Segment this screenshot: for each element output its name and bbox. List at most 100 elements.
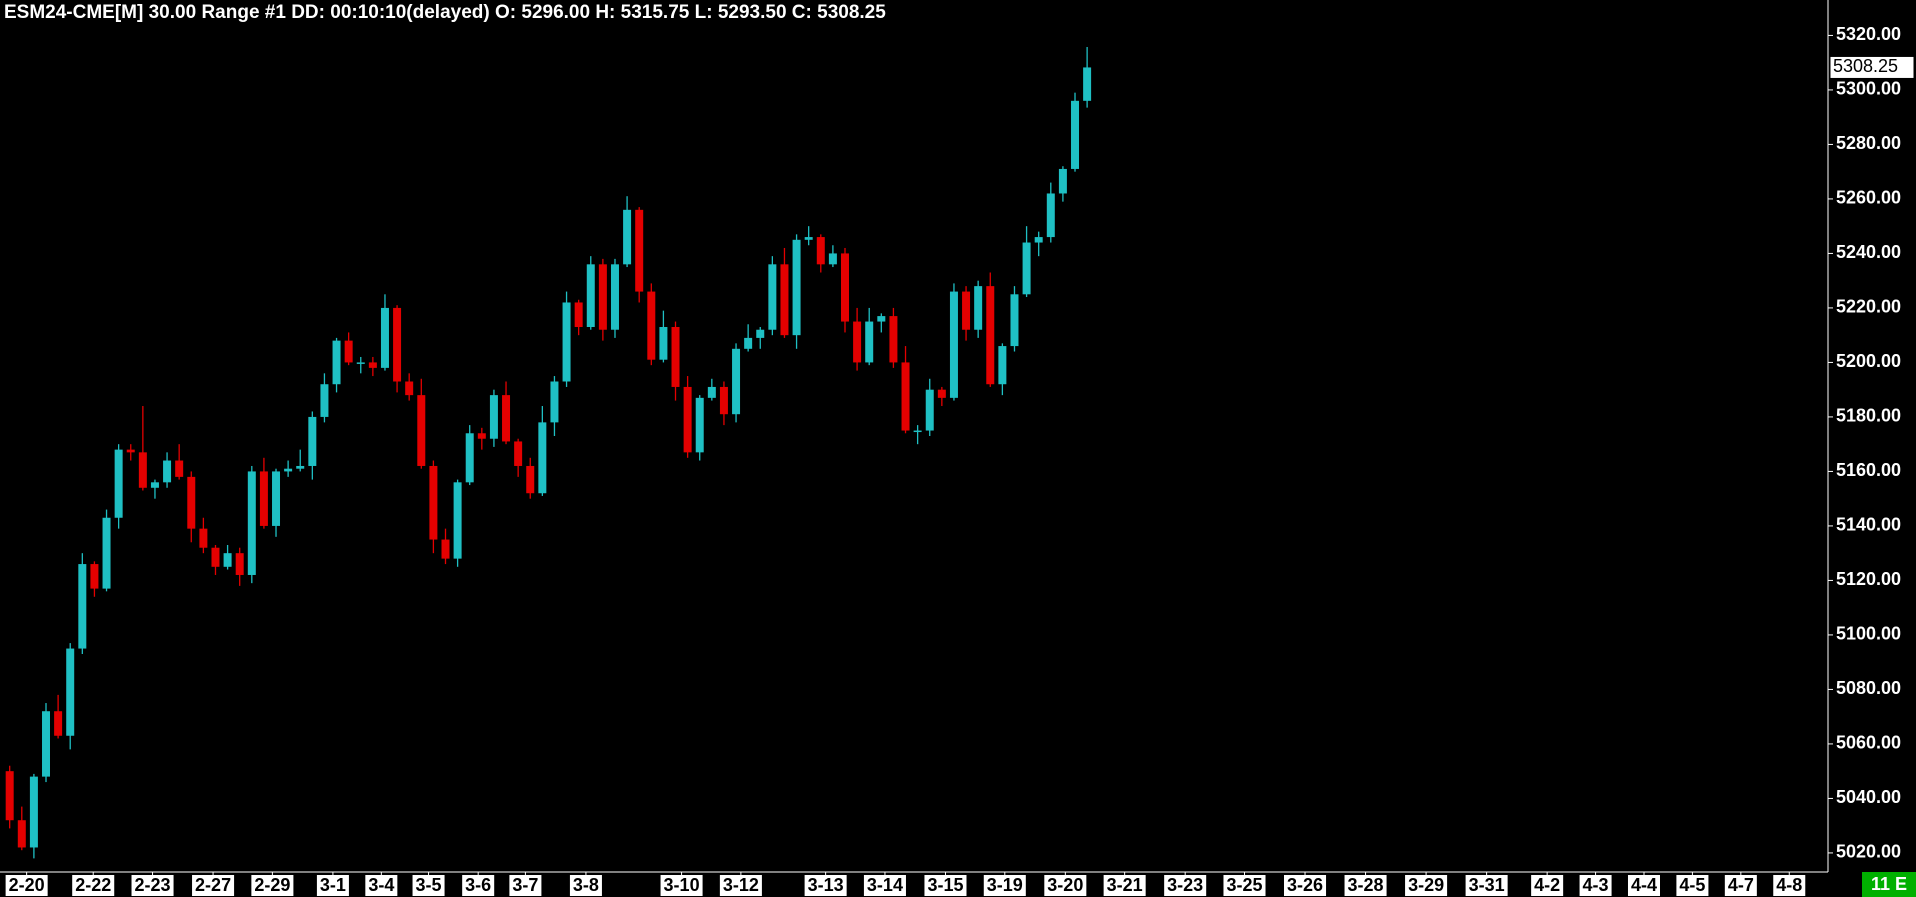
candle-body bbox=[235, 553, 244, 575]
candle-body bbox=[441, 539, 450, 559]
candle-body bbox=[792, 239, 801, 336]
candle-body bbox=[175, 460, 184, 477]
candle-body bbox=[756, 329, 765, 338]
candles bbox=[5, 47, 1092, 859]
candle-body bbox=[163, 460, 172, 483]
candle-body bbox=[574, 302, 583, 327]
candle-body bbox=[514, 441, 523, 466]
x-tick-label: 3-15 bbox=[927, 875, 963, 895]
x-tick-label: 3-4 bbox=[368, 875, 394, 895]
x-tick-label-bg bbox=[804, 875, 847, 896]
candle-body bbox=[949, 291, 958, 398]
candle-body bbox=[344, 340, 353, 363]
x-tick-label-bg bbox=[509, 875, 542, 896]
candle-body bbox=[889, 316, 898, 363]
candle-body bbox=[465, 433, 474, 483]
candle-body bbox=[562, 302, 571, 382]
x-tick-label: 3-10 bbox=[664, 875, 700, 895]
candle-body bbox=[635, 209, 644, 292]
last-price-box bbox=[1829, 55, 1915, 79]
candle-body bbox=[17, 820, 26, 848]
x-tick-label: 3-13 bbox=[808, 875, 844, 895]
y-tick-label: 5120.00 bbox=[1836, 569, 1901, 589]
y-tick-label: 5060.00 bbox=[1836, 733, 1901, 753]
candle-body bbox=[1022, 242, 1031, 295]
x-tick-label-bg bbox=[1579, 875, 1612, 896]
candle-body bbox=[477, 433, 486, 439]
candle-body bbox=[816, 237, 825, 265]
y-tick-label: 5300.00 bbox=[1836, 79, 1901, 99]
x-tick-label: 4-4 bbox=[1631, 875, 1657, 895]
candle-body bbox=[538, 422, 547, 494]
candle-body bbox=[393, 307, 402, 382]
axes: 5020.00 5040.00 5060.00 5080.00 5100.00 5120.… bbox=[5, 24, 1915, 896]
candle-body bbox=[986, 286, 995, 385]
x-tick-label-bg bbox=[924, 875, 967, 896]
x-tick-label: 4-8 bbox=[1776, 875, 1802, 895]
candle-body bbox=[610, 264, 619, 330]
candle-body bbox=[671, 327, 680, 387]
candle-body bbox=[114, 449, 123, 518]
x-tick-label: 3-6 bbox=[465, 875, 491, 895]
candle-body bbox=[284, 468, 293, 472]
x-tick-label: 3-7 bbox=[512, 875, 538, 895]
x-tick-label-bg bbox=[72, 875, 115, 896]
x-tick-label: 3-12 bbox=[723, 875, 759, 895]
candle-body bbox=[768, 264, 777, 330]
candle-body bbox=[526, 465, 535, 494]
y-tick-label: 5020.00 bbox=[1836, 842, 1901, 862]
candle-body bbox=[901, 362, 910, 431]
last-price-label: 5308.25 bbox=[1833, 56, 1898, 76]
x-tick-label-bg bbox=[192, 875, 235, 896]
candle-body bbox=[1010, 294, 1019, 347]
candle-body bbox=[647, 291, 656, 360]
x-tick-label-bg bbox=[1531, 875, 1564, 896]
candle-body bbox=[804, 237, 813, 240]
candle-body bbox=[998, 346, 1007, 385]
x-tick-label-bg bbox=[983, 875, 1026, 896]
candle-body bbox=[489, 395, 498, 439]
candle-body bbox=[211, 547, 220, 567]
x-tick-label-bg bbox=[462, 875, 495, 896]
x-tick-label: 3-21 bbox=[1107, 875, 1143, 895]
status-label: 11 E bbox=[1871, 874, 1907, 894]
x-tick-label: 2-29 bbox=[254, 875, 290, 895]
candle-body bbox=[332, 340, 341, 385]
x-tick-label-bg bbox=[1164, 875, 1207, 896]
y-tick-label: 5220.00 bbox=[1836, 297, 1901, 317]
candle-body bbox=[320, 384, 329, 417]
y-tick-label: 5280.00 bbox=[1836, 133, 1901, 153]
x-tick-label-bg bbox=[1044, 875, 1087, 896]
candle-body bbox=[828, 253, 837, 265]
x-tick-label: 4-5 bbox=[1679, 875, 1705, 895]
candle-body bbox=[42, 711, 50, 777]
candle-body bbox=[356, 362, 365, 364]
x-tick-label: 3-14 bbox=[867, 875, 903, 895]
x-tick-label-bg bbox=[660, 875, 703, 896]
candle-body bbox=[308, 416, 317, 466]
status-box bbox=[1862, 872, 1916, 897]
candle-body bbox=[223, 553, 232, 567]
y-tick-label: 5320.00 bbox=[1836, 24, 1901, 44]
x-tick-label: 2-22 bbox=[75, 875, 111, 895]
candle-body bbox=[259, 471, 268, 526]
x-tick-label-bg bbox=[251, 875, 294, 896]
x-tick-label: 3-31 bbox=[1469, 875, 1505, 895]
candle-body bbox=[962, 291, 971, 330]
x-tick-label: 2-23 bbox=[135, 875, 171, 895]
candle-body bbox=[707, 386, 716, 398]
x-tick-label-bg bbox=[1405, 875, 1448, 896]
candle-body bbox=[29, 776, 38, 848]
x-tick-label-bg bbox=[1284, 875, 1327, 896]
candle-body bbox=[623, 209, 632, 265]
candle-body bbox=[187, 476, 196, 529]
y-tick-label: 5260.00 bbox=[1836, 188, 1901, 208]
x-tick-label: 3-8 bbox=[573, 875, 599, 895]
candle-body bbox=[1046, 193, 1055, 238]
x-tick-label-bg bbox=[569, 875, 602, 896]
y-tick-label: 5160.00 bbox=[1836, 460, 1901, 480]
x-tick-label-bg bbox=[1103, 875, 1146, 896]
